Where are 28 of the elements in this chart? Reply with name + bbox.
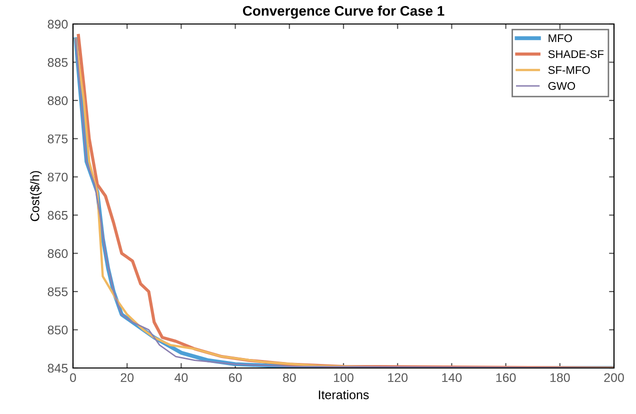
y-tick-label: 875 [48, 134, 68, 144]
y-tick-label: 845 [48, 364, 68, 373]
y-tick-label: 860 [48, 249, 68, 258]
y-tick-label: 890 [48, 20, 68, 29]
legend-label: GWO [548, 82, 576, 90]
legend-label: MFO [548, 34, 572, 42]
x-axis-title: Iterations [318, 390, 369, 400]
y-tick-label: 850 [48, 326, 68, 334]
chart-title: Convergence Curve for Case 1 [242, 6, 444, 19]
x-tick-label: 60 [228, 373, 242, 382]
x-tick-label: 80 [282, 373, 296, 382]
x-tick-label: 0 [70, 373, 76, 382]
x-tick-label: 140 [442, 373, 462, 382]
x-tick-label: 180 [550, 373, 570, 382]
x-tick-label: 200 [604, 373, 624, 382]
legend-label: SHADE-SF [548, 50, 604, 58]
x-tick-label: 100 [334, 373, 354, 382]
x-tick-label: 120 [388, 373, 408, 382]
x-tick-label: 160 [496, 373, 516, 382]
legend-label: SF-MFO [548, 66, 590, 74]
y-tick-label: 885 [48, 58, 68, 67]
y-tick-label: 880 [48, 96, 68, 106]
x-tick-label: 40 [174, 373, 188, 382]
y-tick-label: 865 [48, 210, 68, 220]
y-tick-label: 855 [48, 287, 68, 296]
x-tick-label: 20 [120, 373, 134, 382]
y-axis-title: Cost($/h) [30, 171, 42, 222]
y-tick-label: 870 [48, 172, 68, 182]
